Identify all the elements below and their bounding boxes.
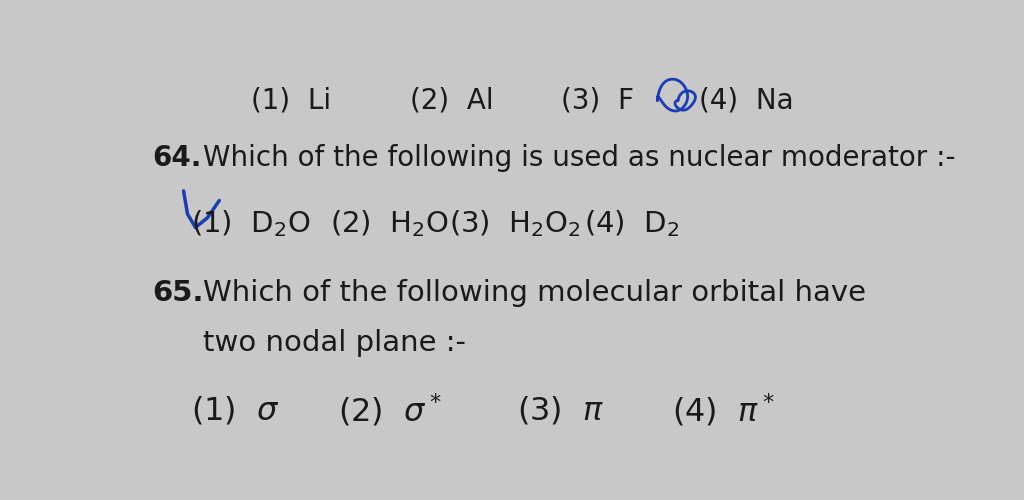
Text: (4)  Na: (4) Na — [699, 86, 794, 115]
Text: two nodal plane :-: two nodal plane :- — [204, 329, 466, 357]
Text: (1)  D$_\mathregular{2}$O: (1) D$_\mathregular{2}$O — [191, 208, 311, 239]
Text: (2)  H$_\mathregular{2}$O: (2) H$_\mathregular{2}$O — [331, 208, 450, 239]
Text: Which of the following molecular orbital have: Which of the following molecular orbital… — [204, 279, 866, 307]
Text: (1)  Li: (1) Li — [251, 86, 331, 115]
Text: (4)  $\pi^*$: (4) $\pi^*$ — [672, 392, 775, 428]
Text: (4)  D$_\mathregular{2}$: (4) D$_\mathregular{2}$ — [585, 208, 680, 239]
Text: (2)  $\sigma^*$: (2) $\sigma^*$ — [338, 392, 442, 428]
Text: (1)  $\sigma$: (1) $\sigma$ — [191, 394, 281, 426]
Text: 65.: 65. — [152, 279, 204, 307]
Text: Which of the following is used as nuclear moderator :-: Which of the following is used as nuclea… — [204, 144, 955, 172]
Text: (3)  H$_\mathregular{2}$O$_\mathregular{2}$: (3) H$_\mathregular{2}$O$_\mathregular{2… — [450, 208, 582, 239]
Text: 64.: 64. — [152, 144, 201, 172]
Text: (3)  $\pi$: (3) $\pi$ — [517, 394, 604, 426]
Text: (2)  Al: (2) Al — [410, 86, 494, 115]
Text: (3)  F: (3) F — [560, 86, 634, 115]
